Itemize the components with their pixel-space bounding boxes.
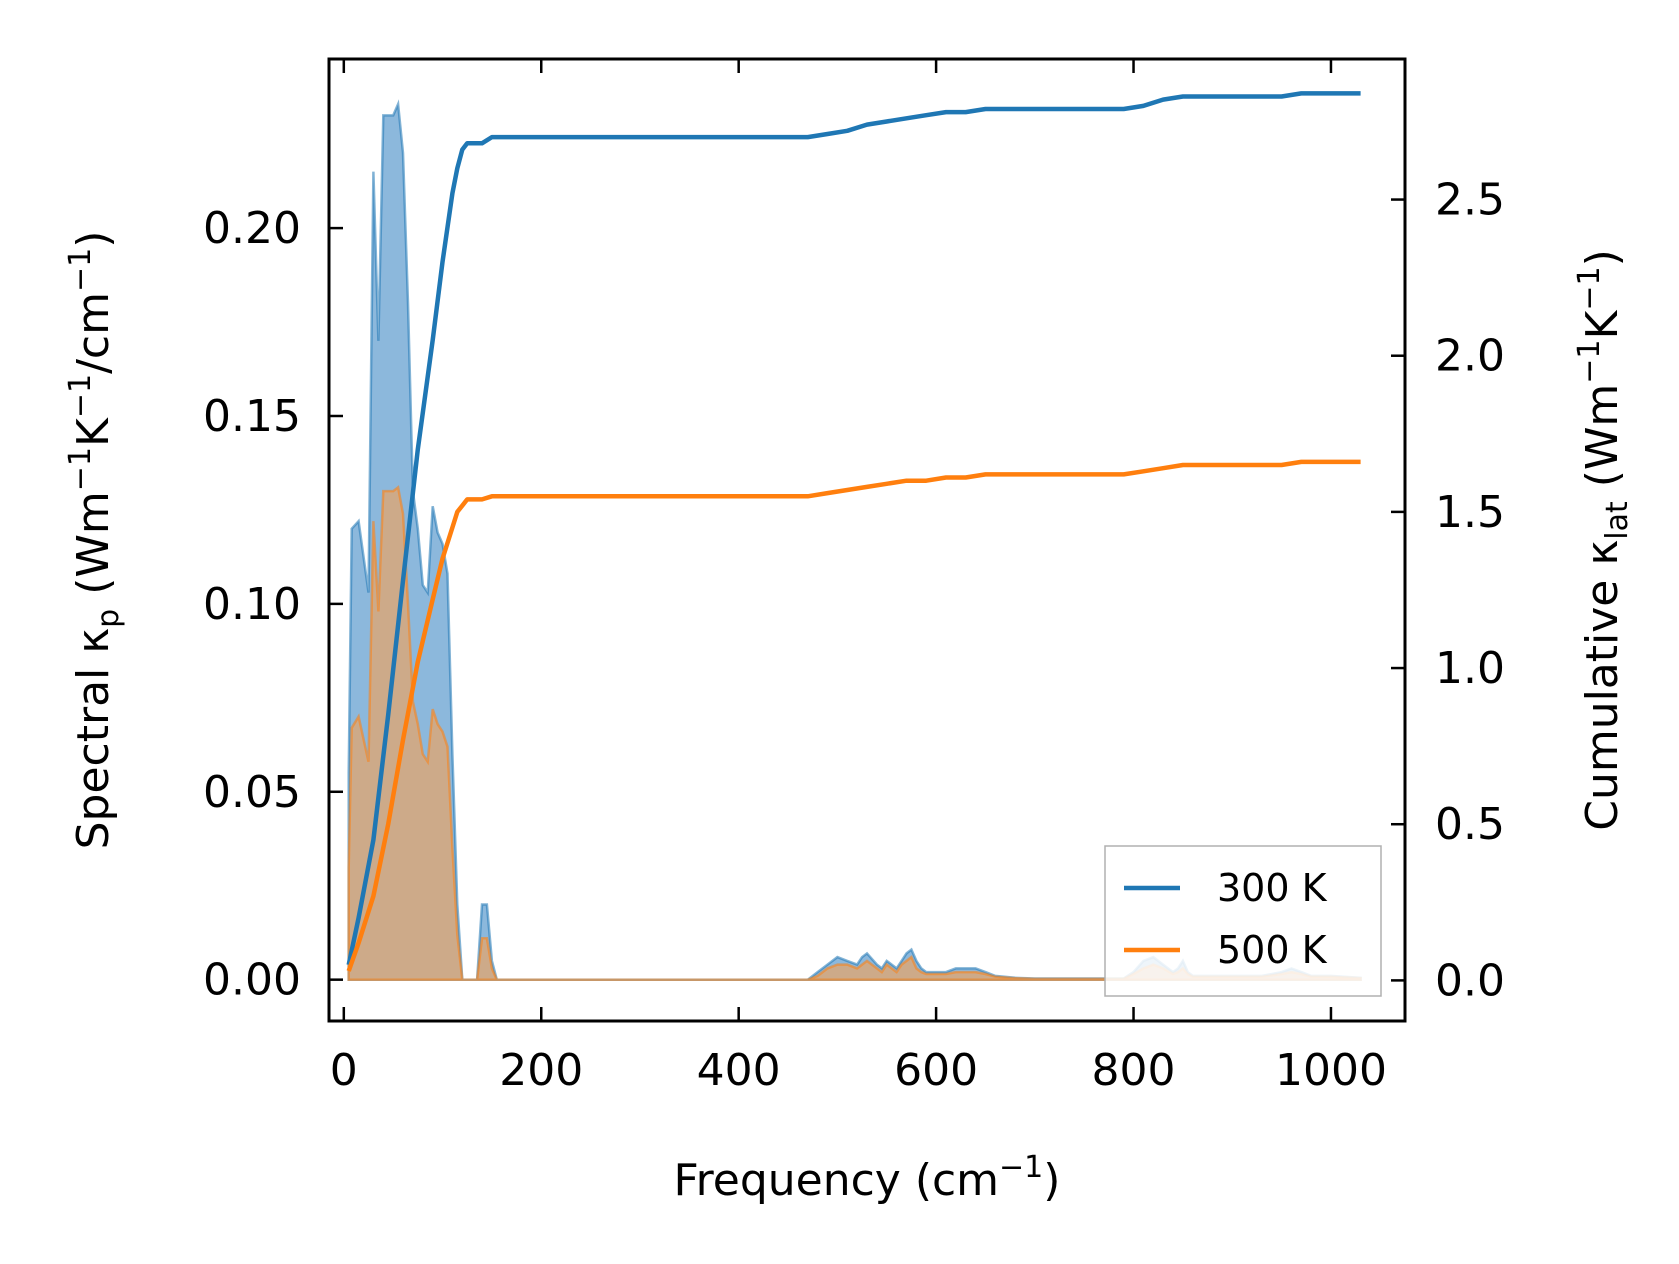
legend-box — [1104, 845, 1382, 997]
legend-label-500k: 500 K — [1217, 928, 1328, 972]
y-left-tick-label: 0.20 — [203, 203, 301, 254]
cumulative-lines — [346, 91, 1361, 972]
cumulative-line-500k — [346, 459, 1361, 972]
plot-frame — [327, 57, 1407, 1023]
y-left-tick-label: 0.00 — [203, 955, 301, 1006]
x-tick-label: 800 — [1092, 1045, 1176, 1096]
y-left-tick-label: 0.10 — [203, 579, 301, 630]
y-left-tick-label: 0.15 — [203, 391, 301, 442]
x-tick-label: 0 — [330, 1045, 358, 1096]
y-right-tick-label: 2.5 — [1435, 175, 1505, 226]
y-axis-title-left: Spectral κp (Wm−1K−1/cm−1) — [63, 231, 126, 850]
ticks: 0 200 400 600 800 1000 0.00 0.05 0.10 0.15 0.20 0.0… — [203, 59, 1505, 1096]
y-right-tick-label: 1.0 — [1435, 643, 1505, 694]
y-axis-title-right: Cumulative κlat (Wm−1K−1) — [1572, 249, 1635, 831]
x-tick-label: 600 — [894, 1045, 978, 1096]
legend: 300 K 500 K — [1104, 845, 1382, 997]
y-right-tick-label: 0.0 — [1435, 955, 1505, 1006]
legend-label-300k: 300 K — [1217, 866, 1328, 910]
x-tick-label: 400 — [697, 1045, 781, 1096]
y-right-tick-label: 2.0 — [1435, 331, 1505, 382]
y-left-tick-label: 0.05 — [203, 767, 301, 818]
x-axis-title: Frequency (cm−1) — [674, 1150, 1061, 1206]
x-tick-label: 1000 — [1275, 1045, 1387, 1096]
y-right-tick-label: 0.5 — [1435, 799, 1505, 850]
cumulative-line-300k — [346, 91, 1361, 966]
y-right-tick-label: 1.5 — [1435, 487, 1505, 538]
x-tick-label: 200 — [499, 1045, 583, 1096]
